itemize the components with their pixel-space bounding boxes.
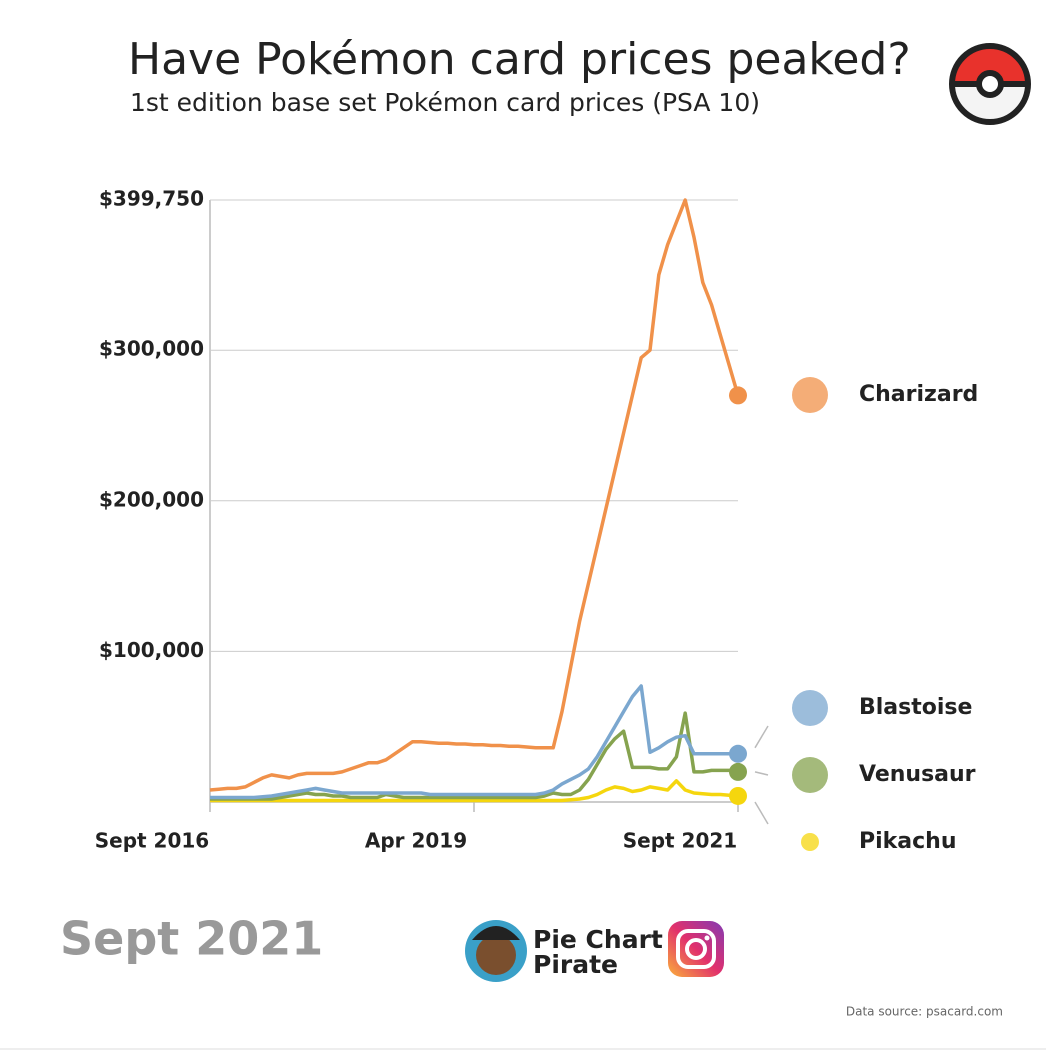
- pokemon-icon: [792, 690, 828, 726]
- pokemon-icon: [792, 757, 828, 793]
- series-line: [209, 198, 740, 792]
- pokemon-icon: [801, 833, 819, 851]
- legend-label: Venusaur: [859, 762, 976, 787]
- brand-name: Pie Chart: [533, 925, 663, 954]
- end-dot: [729, 386, 747, 405]
- instagram-icon: [668, 921, 724, 977]
- source-note: Data source: psacard.com: [846, 1005, 1003, 1019]
- end-dot: [729, 744, 747, 763]
- series-line: [210, 711, 739, 801]
- leader-line: [754, 801, 769, 825]
- x-tick-label: Sept 2021: [623, 829, 737, 853]
- series-line: [210, 779, 739, 803]
- legend-label: Pikachu: [859, 829, 957, 854]
- legend-label: Charizard: [859, 382, 978, 407]
- y-tick-label: $399,750: [99, 187, 204, 211]
- pokemon-icon: [792, 377, 828, 413]
- leader-line: [754, 771, 769, 776]
- x-tick-label: Apr 2019: [365, 829, 467, 853]
- legend-label: Blastoise: [859, 695, 972, 720]
- pokeball-icon: [949, 43, 1031, 125]
- chart-subtitle: 1st edition base set Pokémon card prices…: [130, 88, 760, 117]
- x-tick-label: Sept 2016: [95, 829, 209, 853]
- chart-title: Have Pokémon card prices peaked?: [128, 34, 911, 85]
- end-dot: [729, 762, 747, 781]
- leader-line: [754, 725, 769, 749]
- series-line: [210, 684, 738, 800]
- date-label: Sept 2021: [60, 912, 323, 966]
- brand-logo: [465, 920, 527, 982]
- y-tick-label: $300,000: [99, 337, 204, 361]
- end-dot: [729, 786, 747, 805]
- brand-name: Pirate: [533, 950, 618, 979]
- y-tick-label: $100,000: [99, 638, 204, 662]
- y-tick-label: $200,000: [99, 487, 204, 511]
